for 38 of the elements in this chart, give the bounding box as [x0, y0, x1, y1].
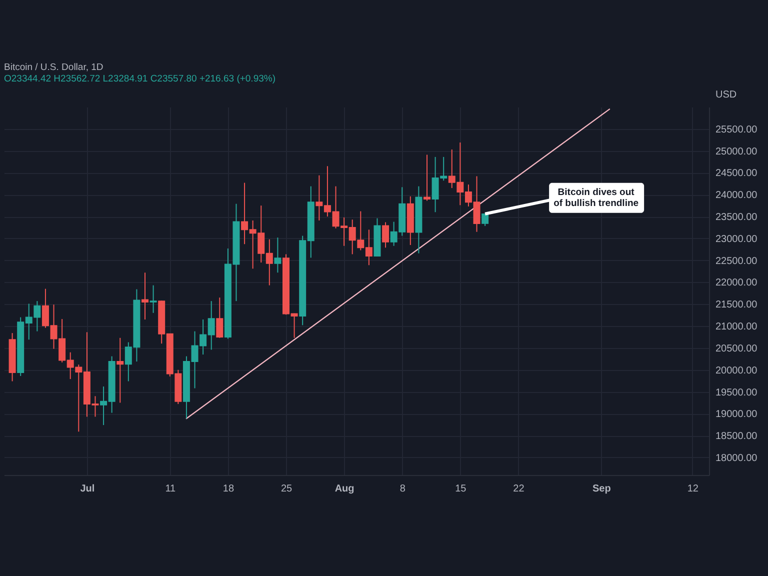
y-tick-label: 23000.00 [716, 234, 758, 245]
y-tick-label: 20500.00 [716, 343, 758, 354]
y-tick-label: 25500.00 [716, 124, 758, 136]
x-tick-label: 15 [455, 484, 467, 494]
chart-subtitle: O23344.42 H23562.72 L23284.91 C23557.80 +216.63 (+0.93%) [4, 74, 276, 84]
candlestick [382, 222, 390, 248]
candlestick [424, 154, 430, 202]
y-tick-label: 21000.00 [716, 322, 758, 333]
chart-title: Bitcoin / U.S. Dollar, 1D [4, 62, 104, 73]
y-tick-label: 18000.00 [716, 452, 758, 464]
x-tick-label: 25 [280, 484, 292, 494]
y-tick-label: 19000.00 [716, 409, 758, 420]
candlestick [482, 213, 489, 226]
candlestick [142, 272, 148, 320]
candlestick [216, 297, 224, 338]
y-tick-label: 24500.00 [716, 168, 758, 180]
x-tick-label: 11 [165, 484, 176, 494]
y-tick-label: 22000.00 [716, 278, 758, 289]
y-tick-label: 20000.00 [716, 365, 758, 376]
x-tick-label: 12 [687, 484, 699, 494]
y-tick-label: 23500.00 [716, 212, 758, 224]
y-tick-label: 22500.00 [716, 256, 758, 267]
y-axis-title: USD [716, 90, 737, 100]
annotation: Bitcoin dives out of bullish trendline [554, 186, 639, 209]
x-tick-label: Aug [334, 484, 354, 494]
x-tick-label: 8 [400, 484, 406, 494]
y-tick-label: 24000.00 [716, 190, 758, 202]
candlestick [274, 237, 282, 274]
y-tick-label: 19500.00 [716, 387, 758, 398]
x-tick-label: Sep [592, 484, 611, 494]
x-tick-label: Jul [80, 484, 95, 494]
x-tick-label: 22 [513, 484, 525, 494]
candlestick [116, 337, 124, 404]
y-tick-label: 21500.00 [716, 300, 758, 311]
x-tick-label: 18 [222, 484, 234, 494]
candlestick [150, 284, 157, 314]
y-tick-label: 18500.00 [716, 431, 758, 442]
y-tick-label: 25000.00 [716, 146, 758, 158]
